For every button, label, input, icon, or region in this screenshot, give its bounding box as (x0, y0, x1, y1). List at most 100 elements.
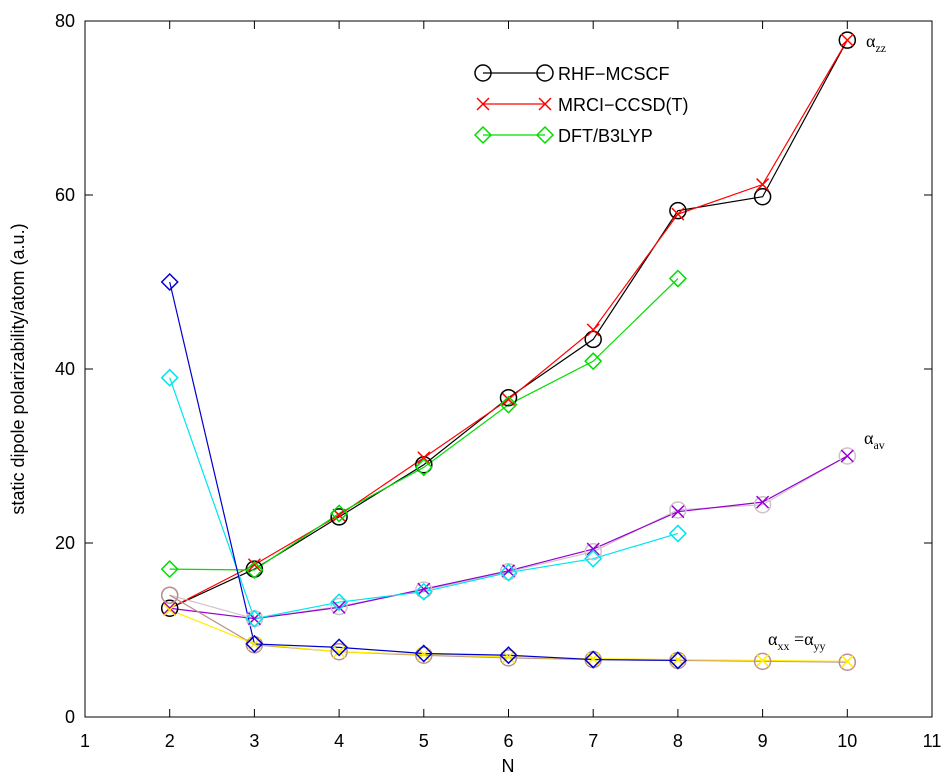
marker (584, 330, 602, 349)
legend-label: RHF−MCSCF (558, 64, 670, 84)
x-tick-label: 7 (588, 731, 598, 751)
series-line (169, 39, 848, 609)
annotation-sub: zz (875, 41, 886, 55)
marker (669, 501, 687, 519)
marker (671, 207, 685, 221)
marker (838, 653, 857, 671)
marker (756, 495, 770, 509)
marker (414, 644, 433, 663)
annotation-text: α (866, 31, 876, 51)
x-tick-label: 3 (249, 731, 259, 751)
marker (499, 563, 518, 582)
marker (753, 495, 772, 514)
annotation-text: α (768, 629, 778, 649)
marker (501, 564, 516, 578)
marker (671, 505, 685, 519)
marker (840, 654, 854, 668)
x-tick-label: 11 (923, 731, 942, 751)
marker (245, 634, 264, 653)
marker (584, 352, 603, 371)
marker (584, 549, 603, 568)
marker (245, 560, 264, 580)
marker (330, 504, 349, 523)
marker (499, 395, 518, 414)
marker (838, 31, 857, 49)
x-tick-label: 1 (80, 731, 90, 751)
marker (415, 646, 433, 664)
x-tick-label: 9 (758, 731, 768, 751)
legend-marker (535, 125, 555, 145)
annotation-sub: av (873, 438, 884, 452)
legend-marker (474, 64, 492, 82)
marker (753, 187, 772, 206)
marker (838, 447, 857, 465)
marker (417, 582, 431, 596)
x-tick-label: 6 (503, 731, 513, 751)
marker (160, 272, 179, 292)
annotation: αzz (866, 31, 886, 55)
series-line (169, 594, 848, 663)
plot-frame (84, 20, 933, 718)
legend-marker (476, 97, 490, 111)
legend-marker (473, 125, 493, 145)
marker (501, 392, 516, 406)
marker (840, 449, 854, 463)
series-line (169, 278, 679, 571)
marker (332, 600, 346, 614)
legend-marker (538, 97, 552, 111)
x-tick-label: 10 (837, 731, 857, 751)
y-axis-label: static dipole polarizability/atom (a.u.) (8, 223, 28, 514)
marker (586, 323, 600, 337)
marker (840, 33, 854, 47)
y-tick-label: 60 (55, 185, 75, 205)
marker (499, 649, 518, 667)
annotation: αav (864, 428, 885, 452)
x-tick-label: 5 (419, 731, 429, 751)
x-tick-label: 4 (334, 731, 344, 751)
marker (414, 582, 433, 601)
series-line (169, 455, 848, 620)
marker (160, 368, 179, 387)
marker (332, 645, 346, 659)
annotation-text: =α (789, 629, 814, 649)
x-tick-label: 8 (673, 731, 683, 751)
marker (330, 593, 349, 612)
marker (669, 201, 687, 220)
marker (415, 581, 433, 599)
marker (586, 542, 600, 556)
annotation: αxx =αyy (768, 629, 826, 653)
marker (753, 652, 772, 671)
y-tick-label: 0 (65, 707, 75, 727)
y-tick-label: 20 (55, 533, 75, 553)
y-tick-label: 80 (55, 11, 75, 31)
x-axis-label: N (502, 756, 515, 776)
marker (160, 560, 179, 579)
legend-label: MRCI−CCSD(T) (558, 95, 689, 115)
annotation-sub: yy (814, 639, 826, 653)
series-line (169, 455, 848, 620)
marker (501, 650, 516, 664)
legend-marker (536, 64, 554, 82)
annotation-text: α (864, 428, 874, 448)
marker (160, 586, 179, 604)
series-line (169, 39, 848, 609)
marker (756, 653, 770, 667)
marker (499, 646, 518, 665)
marker (417, 451, 431, 465)
marker (247, 558, 261, 572)
annotation-sub: xx (777, 639, 789, 653)
marker (163, 601, 177, 615)
marker (163, 603, 177, 617)
marker (330, 638, 349, 657)
marker (668, 269, 687, 288)
series-line (169, 609, 848, 662)
marker (245, 609, 264, 628)
marker (330, 597, 348, 616)
marker (584, 542, 602, 561)
marker (756, 178, 770, 192)
marker (499, 388, 518, 407)
marker (668, 651, 687, 670)
marker (160, 599, 179, 617)
y-tick-label: 40 (55, 359, 75, 379)
